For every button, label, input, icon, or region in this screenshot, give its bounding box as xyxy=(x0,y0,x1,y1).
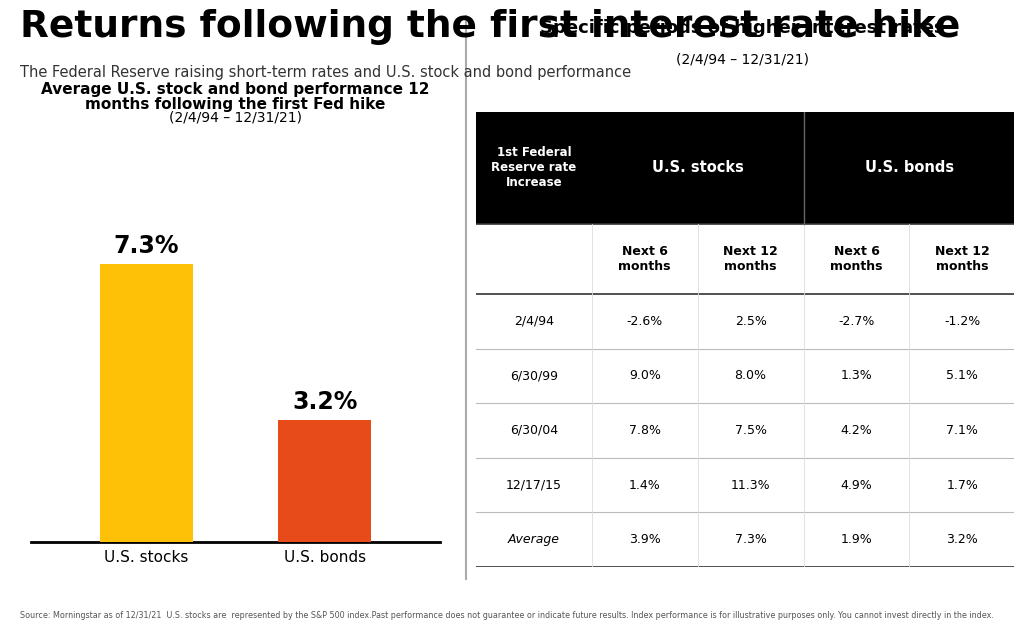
Text: 7.3%: 7.3% xyxy=(734,533,767,546)
Bar xyxy=(279,420,371,542)
Text: -2.6%: -2.6% xyxy=(627,315,663,328)
Text: 7.5%: 7.5% xyxy=(734,424,767,437)
Text: (2/4/94 – 12/31/21): (2/4/94 – 12/31/21) xyxy=(676,53,809,67)
Text: Next 6
months: Next 6 months xyxy=(830,245,883,273)
Bar xyxy=(476,112,1014,224)
Text: Next 12
months: Next 12 months xyxy=(723,245,778,273)
Text: 1.7%: 1.7% xyxy=(946,478,978,492)
Text: 7.8%: 7.8% xyxy=(629,424,660,437)
Text: 4.2%: 4.2% xyxy=(841,424,872,437)
Text: U.S. bonds: U.S. bonds xyxy=(865,160,954,175)
Text: 1.4%: 1.4% xyxy=(629,478,660,492)
Text: Next 12
months: Next 12 months xyxy=(935,245,990,273)
Text: 5.1%: 5.1% xyxy=(946,369,978,383)
Text: 1.9%: 1.9% xyxy=(841,533,872,546)
Text: 8.0%: 8.0% xyxy=(734,369,767,383)
Text: 3.9%: 3.9% xyxy=(629,533,660,546)
Text: -2.7%: -2.7% xyxy=(839,315,874,328)
Text: U.S. stocks: U.S. stocks xyxy=(651,160,743,175)
Text: Average: Average xyxy=(508,533,560,546)
Text: 4.9%: 4.9% xyxy=(841,478,872,492)
Text: 11.3%: 11.3% xyxy=(731,478,770,492)
Text: Source: Morningstar as of 12/31/21  U.S. stocks are  represented by the S&P 500 : Source: Morningstar as of 12/31/21 U.S. … xyxy=(20,611,994,620)
Text: 3.2%: 3.2% xyxy=(292,390,357,414)
Text: Average U.S. stock and bond performance 12: Average U.S. stock and bond performance … xyxy=(41,82,430,97)
Text: 6/30/04: 6/30/04 xyxy=(510,424,558,437)
Text: 3.2%: 3.2% xyxy=(946,533,978,546)
Text: Returns following the first interest rate hike: Returns following the first interest rat… xyxy=(20,9,961,45)
Text: Next 6
months: Next 6 months xyxy=(618,245,671,273)
Text: 7.3%: 7.3% xyxy=(114,234,179,258)
Text: Specific periods of higher interest rates: Specific periods of higher interest rate… xyxy=(540,19,945,37)
Text: 12/17/15: 12/17/15 xyxy=(506,478,562,492)
Text: 9.0%: 9.0% xyxy=(629,369,660,383)
Text: 7.1%: 7.1% xyxy=(946,424,978,437)
Text: (2/4/94 – 12/31/21): (2/4/94 – 12/31/21) xyxy=(169,111,302,125)
Bar xyxy=(100,264,193,542)
Text: 6/30/99: 6/30/99 xyxy=(510,369,558,383)
Text: 2.5%: 2.5% xyxy=(734,315,767,328)
Text: months following the first Fed hike: months following the first Fed hike xyxy=(85,97,386,112)
Text: 1.3%: 1.3% xyxy=(841,369,872,383)
Text: -1.2%: -1.2% xyxy=(944,315,981,328)
Text: The Federal Reserve raising short-term rates and U.S. stock and bond performance: The Federal Reserve raising short-term r… xyxy=(20,65,632,80)
Text: 1st Federal
Reserve rate
Increase: 1st Federal Reserve rate Increase xyxy=(492,146,577,189)
Text: 2/4/94: 2/4/94 xyxy=(514,315,554,328)
